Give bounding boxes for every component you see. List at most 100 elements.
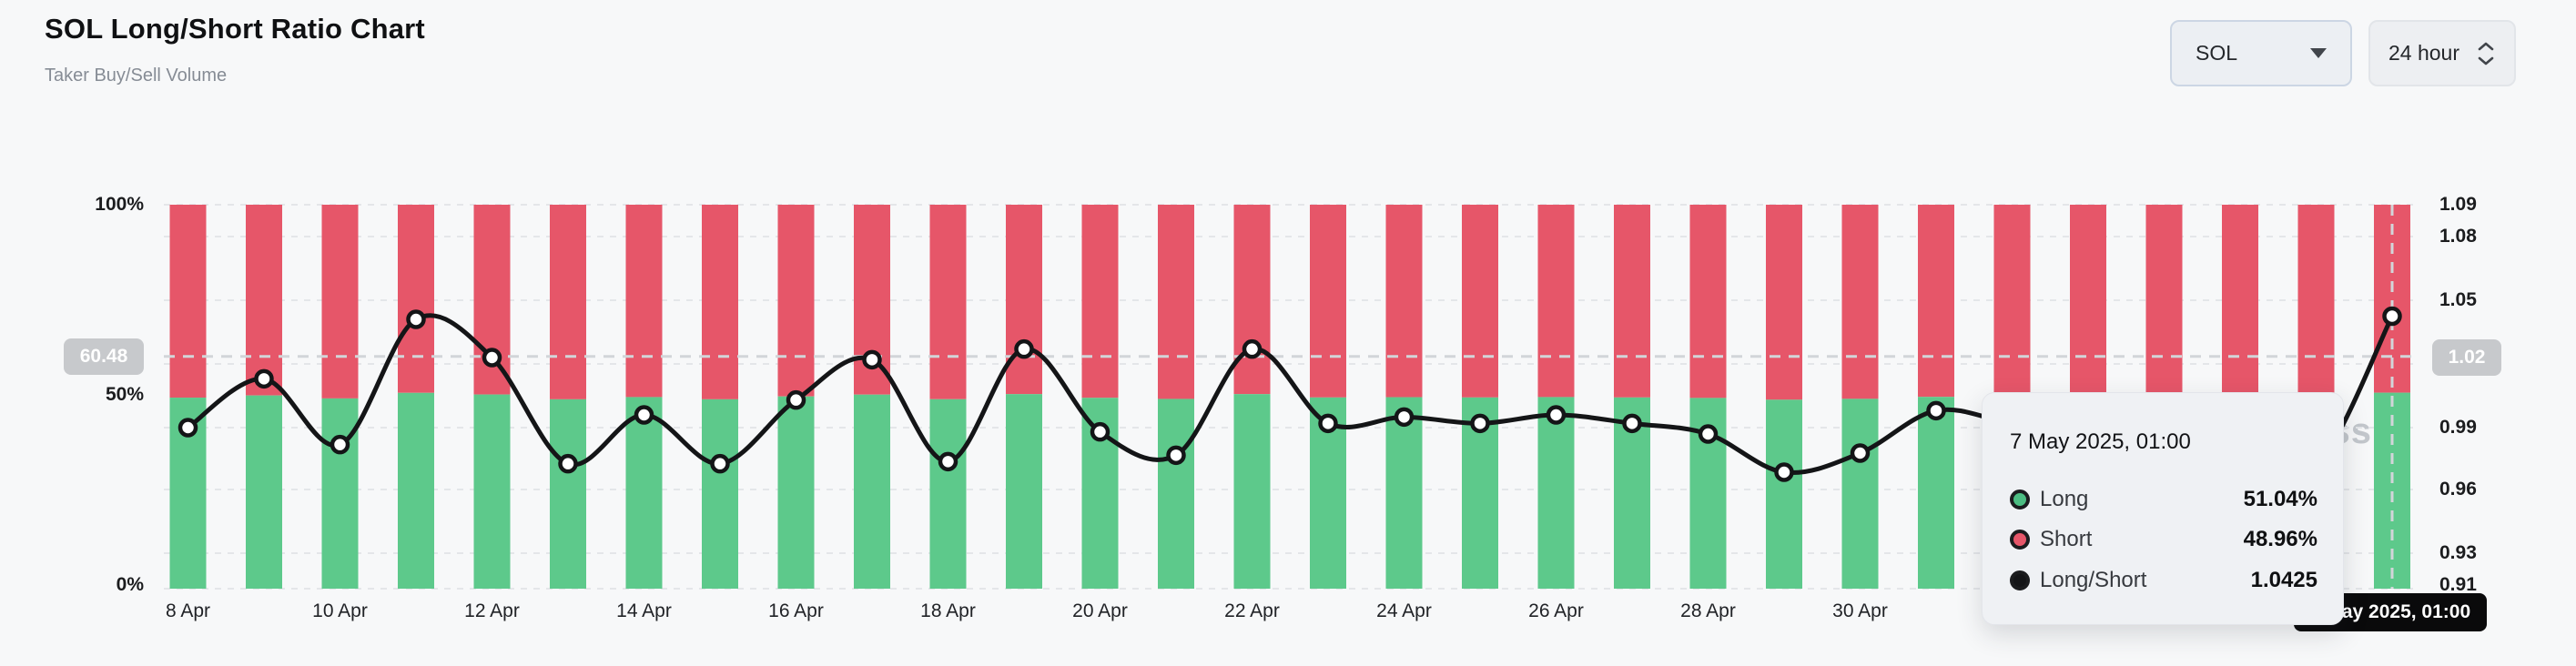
short-bar-segment[interactable] <box>321 205 359 399</box>
short-bar-segment[interactable] <box>169 205 207 399</box>
long-bar-segment[interactable] <box>625 397 663 589</box>
long-bar-segment[interactable] <box>702 399 738 589</box>
right-axis-tick: 1.05 <box>2439 289 2477 310</box>
long-bar-segment[interactable] <box>1158 399 1194 589</box>
long-bar-segment[interactable] <box>1537 397 1575 589</box>
ratio-point-marker[interactable] <box>2382 306 2402 327</box>
short-bar-segment[interactable] <box>1993 205 2031 398</box>
long-bar-segment[interactable] <box>321 398 359 589</box>
short-bar-segment[interactable] <box>1233 205 1271 395</box>
ratio-point-marker[interactable] <box>1698 424 1719 444</box>
long-bar-segment[interactable] <box>854 394 890 589</box>
short-bar-segment[interactable] <box>398 205 434 393</box>
x-axis-tick: 18 Apr <box>920 600 976 621</box>
x-axis-tick: 16 Apr <box>768 600 824 621</box>
short-bar-segment[interactable] <box>1766 205 1802 400</box>
short-bar-segment[interactable] <box>2222 205 2258 399</box>
crosshair-left-badge: 60.48 <box>64 338 144 375</box>
ratio-point-marker[interactable] <box>1622 413 1642 434</box>
short-bar-segment[interactable] <box>1006 205 1042 395</box>
short-bar-segment[interactable] <box>1918 205 1954 398</box>
long-bar-segment[interactable] <box>1233 394 1271 589</box>
up-down-chevrons-icon <box>2476 41 2496 66</box>
left-axis-tick: 50% <box>105 384 144 405</box>
ratio-point-marker[interactable] <box>786 389 806 410</box>
long-bar-segment[interactable] <box>550 399 586 589</box>
symbol-select-value: SOL <box>2196 41 2238 65</box>
short-bar-segment[interactable] <box>702 205 738 399</box>
short-bar-segment[interactable] <box>550 205 586 399</box>
ratio-point-marker[interactable] <box>330 434 350 455</box>
short-bar-segment[interactable] <box>1385 205 1423 398</box>
short-bar-segment[interactable] <box>2145 205 2183 399</box>
right-axis-tick: 0.99 <box>2439 417 2477 438</box>
long-bar-segment[interactable] <box>1385 397 1423 589</box>
short-bar-segment[interactable] <box>2297 205 2335 399</box>
long-bar-segment[interactable] <box>1841 399 1879 589</box>
short-bar-segment[interactable] <box>1158 205 1194 399</box>
tooltip-row-ratio: Long/Short 1.0425 <box>2010 567 2317 594</box>
ratio-point-marker[interactable] <box>938 451 958 472</box>
ratio-point-marker[interactable] <box>482 348 502 368</box>
ratio-point-marker[interactable] <box>634 405 654 425</box>
short-bar-segment[interactable] <box>625 205 663 398</box>
short-bar-segment[interactable] <box>1310 205 1346 398</box>
tooltip-ratio-value: 1.0425 <box>2250 568 2317 592</box>
x-axis-tick: 10 Apr <box>312 600 368 621</box>
tooltip-date: 7 May 2025, 01:00 <box>2010 429 2191 454</box>
right-axis-tick: 0.91 <box>2439 574 2477 595</box>
long-bar-segment[interactable] <box>777 396 815 589</box>
long-bar-segment[interactable] <box>1918 397 1954 589</box>
ratio-point-marker[interactable] <box>1546 405 1567 425</box>
interval-select[interactable]: 24 hour <box>2368 20 2516 86</box>
short-marker-icon <box>2010 530 2030 550</box>
ratio-point-marker[interactable] <box>1242 338 1263 359</box>
long-bar-segment[interactable] <box>473 394 511 589</box>
crosshair-right-badge: 1.02 <box>2432 339 2501 376</box>
right-axis-tick: 1.08 <box>2439 226 2477 247</box>
symbol-select[interactable]: SOL <box>2170 20 2352 86</box>
ratio-point-marker[interactable] <box>1926 400 1946 421</box>
x-axis-tick: 26 Apr <box>1528 600 1584 621</box>
ratio-point-marker[interactable] <box>1774 462 1794 482</box>
short-bar-segment[interactable] <box>1462 205 1498 398</box>
short-bar-segment[interactable] <box>1841 205 1879 399</box>
ratio-point-marker[interactable] <box>254 368 274 389</box>
tooltip-long-label: Long <box>2040 487 2089 511</box>
ratio-point-marker[interactable] <box>1850 443 1871 463</box>
x-axis-tick: 20 Apr <box>1072 600 1128 621</box>
ratio-point-marker[interactable] <box>177 418 198 438</box>
ratio-point-marker[interactable] <box>406 309 426 329</box>
long-bar-segment[interactable] <box>398 392 434 589</box>
short-bar-segment[interactable] <box>929 205 967 399</box>
ratio-point-marker[interactable] <box>710 453 730 474</box>
ratio-point-marker[interactable] <box>1470 413 1490 434</box>
tooltip-long-value: 51.04% <box>2243 487 2317 511</box>
short-bar-segment[interactable] <box>1614 205 1650 398</box>
ratio-point-marker[interactable] <box>1318 413 1338 434</box>
x-axis-tick: 12 Apr <box>464 600 520 621</box>
long-bar-segment[interactable] <box>929 399 967 589</box>
tooltip-ratio-label: Long/Short <box>2040 568 2147 592</box>
short-bar-segment[interactable] <box>1689 205 1727 399</box>
long-bar-segment[interactable] <box>1766 399 1802 589</box>
ratio-point-marker[interactable] <box>1090 421 1111 442</box>
ratio-point-marker[interactable] <box>1394 407 1415 428</box>
ratio-marker-icon <box>2010 570 2030 590</box>
ratio-point-marker[interactable] <box>1166 445 1186 466</box>
long-bar-segment[interactable] <box>246 395 282 589</box>
short-bar-segment[interactable] <box>246 205 282 396</box>
right-axis-tick: 0.93 <box>2439 542 2477 563</box>
ratio-point-marker[interactable] <box>558 453 578 474</box>
long-marker-icon <box>2010 489 2030 510</box>
short-bar-segment[interactable] <box>777 205 815 397</box>
short-bar-segment[interactable] <box>1081 205 1119 399</box>
ratio-point-marker[interactable] <box>862 349 882 370</box>
ratio-point-marker[interactable] <box>1014 338 1034 359</box>
short-bar-segment[interactable] <box>2070 205 2106 399</box>
long-bar-segment[interactable] <box>1006 394 1042 589</box>
short-bar-segment[interactable] <box>1537 205 1575 398</box>
bars-layer[interactable] <box>169 205 2411 589</box>
